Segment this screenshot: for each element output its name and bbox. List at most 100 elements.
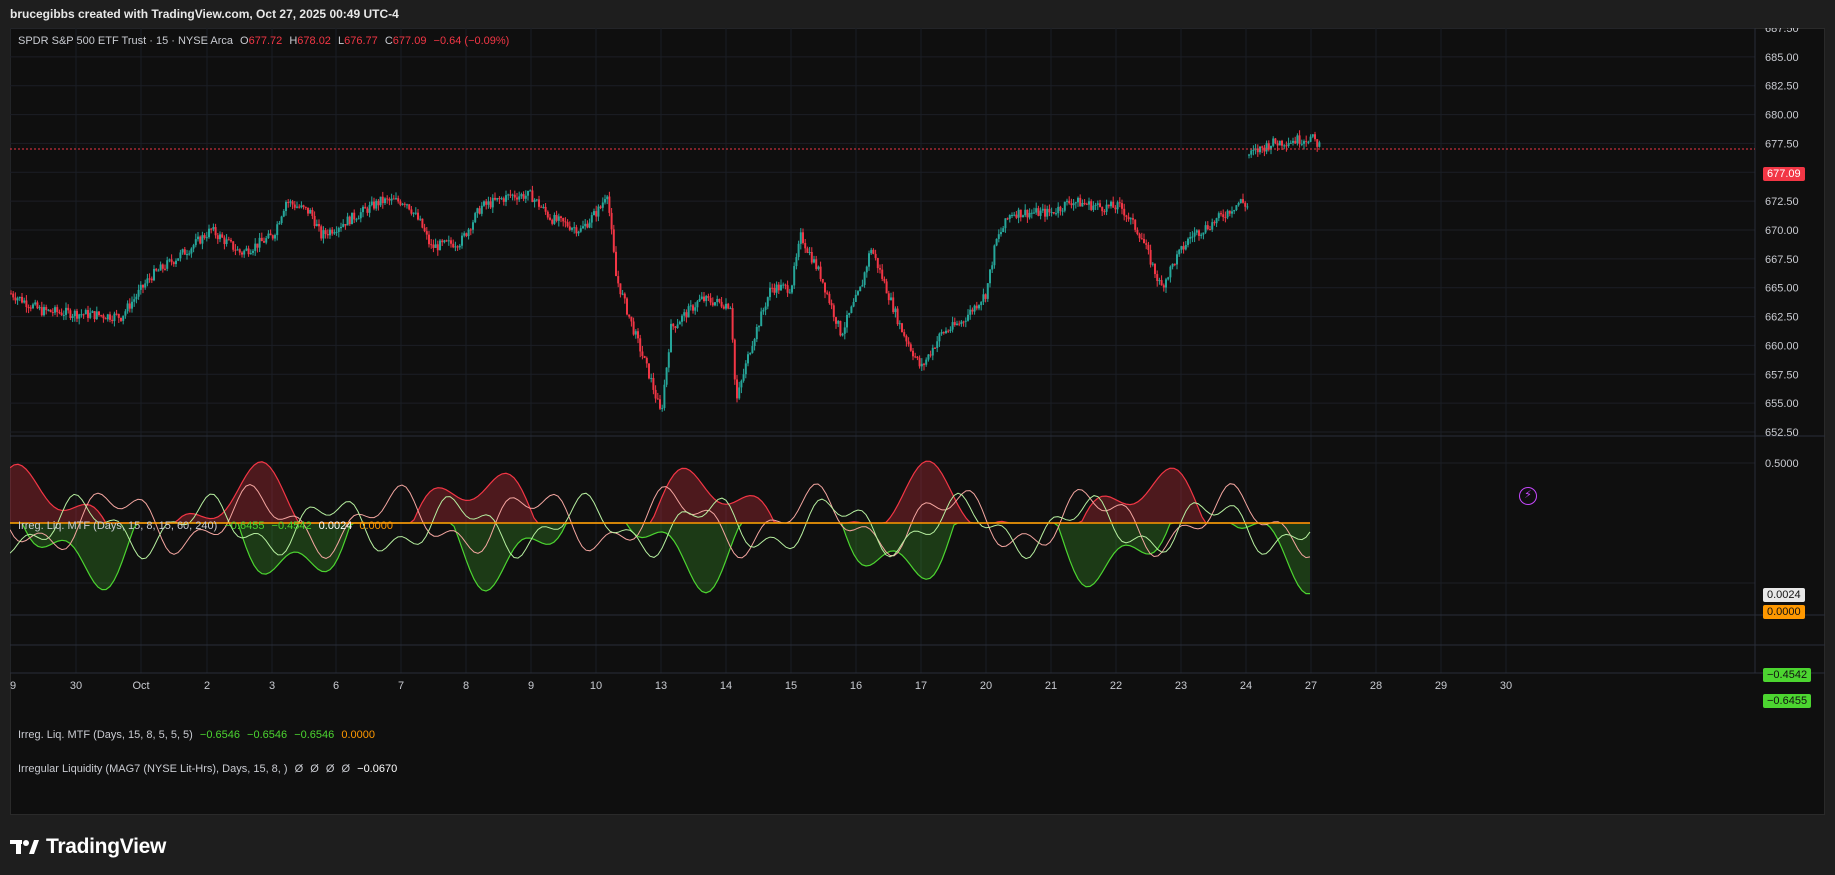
candle-body [967,314,969,321]
candle-body [777,284,780,291]
candle-body [628,314,631,317]
candle-body [485,201,488,205]
candle-body [1261,146,1264,148]
candle-body [489,201,492,208]
candle-body [962,321,965,323]
price-axis-label: 672.50 [1765,196,1799,208]
candle-body [188,253,191,255]
candle-body [476,208,479,214]
candle-body [1083,202,1086,204]
candle-body [854,294,857,303]
candle-body [753,339,756,347]
candle-body [1026,209,1029,218]
candle-body [120,317,122,321]
candle-body [102,315,105,319]
candle-body [953,322,956,326]
candle-body [1103,211,1106,213]
candle-body [1114,207,1117,210]
candle-body [1112,201,1115,208]
chart-canvas[interactable]: 687.50685.00682.50680.00677.50675.00672.… [10,28,1825,815]
candle-body [841,333,844,336]
candle-body [291,201,294,205]
candle-body [1044,208,1046,217]
candle-body [804,243,807,249]
candle-body [450,240,452,244]
candle-body [428,234,430,245]
tradingview-logo[interactable]: TradingView [10,835,166,859]
candle-body [533,199,536,203]
candle-body [1263,147,1266,152]
candle-body [232,241,235,250]
candle-body [1270,145,1272,150]
candle-body [106,314,109,320]
candle-body [1305,141,1308,143]
candle-body [377,200,380,206]
candle-body [582,226,584,229]
candle-body [590,215,593,223]
candle-body [1143,239,1145,244]
candle-body [791,285,793,293]
indicator3-value2: Ø [310,763,319,775]
candle-body [322,230,325,239]
indicator3-value4: Ø [341,763,351,775]
candle-body [865,266,868,273]
candle-body [355,219,358,221]
time-axis-label: 23 [1175,680,1187,692]
candle-body [769,287,771,298]
indicator1-legend[interactable]: Irreg. Liq. MTF (Days, 15, 8, 15, 60, 24… [18,520,397,532]
candle-body [131,301,133,309]
candle-body [225,239,228,245]
candle-body [1028,212,1031,218]
candle-body [84,310,87,315]
candle-body [351,212,353,225]
candle-body [1107,204,1110,207]
open-label: O [240,35,249,47]
candle-body [936,341,939,349]
candle-body [705,296,708,302]
lightning-icon[interactable]: ⚡ [1519,487,1537,505]
candle-body [960,321,963,325]
candle-body [447,240,450,242]
candle-body [945,330,947,334]
candle-body [142,284,144,288]
candle-body [608,196,611,213]
candle-body [155,268,158,271]
candle-body [298,206,301,208]
candle-body [1035,208,1038,213]
candle-body [302,205,305,207]
candle-body [65,307,67,315]
candle-body [700,296,703,299]
candle-body [795,257,798,267]
candle-body [461,235,463,246]
candle-body [384,198,386,204]
candle-body [203,235,206,238]
candle-body [1063,201,1066,211]
candle-body [249,252,252,255]
candle-body [802,232,804,244]
candle-body [408,204,411,210]
candle-body [584,223,587,227]
candle-body [1041,208,1044,211]
symbol-legend[interactable]: SPDR S&P 500 ETF Trust · 15 · NYSE Arca … [18,35,513,47]
candle-body [45,307,48,311]
candle-body [271,235,274,239]
candle-body [32,304,34,309]
symbol-name: SPDR S&P 500 ETF Trust · 15 · NYSE Arca [18,35,233,47]
candle-body [978,305,980,309]
candle-body [1171,263,1174,267]
candle-body [168,259,171,261]
candle-body [564,221,567,223]
time-axis: 2930Oct236789101314151617202122232427282… [10,680,1512,692]
candle-body [997,234,1000,239]
candle-body [406,204,408,206]
indicator2-legend[interactable]: Irreg. Liq. MTF (Days, 15, 8, 5, 5, 5) −… [18,729,379,741]
candle-body [1090,201,1093,210]
candle-body [846,314,848,328]
candle-body [747,354,749,364]
candle-body [810,252,813,263]
candle-body [318,223,320,227]
grid-lines [10,28,1755,673]
time-axis-label: 20 [980,680,992,692]
candle-body [390,198,393,201]
indicator3-legend[interactable]: Irregular Liquidity (MAG7 (NYSE Lit-Hrs)… [18,763,401,775]
